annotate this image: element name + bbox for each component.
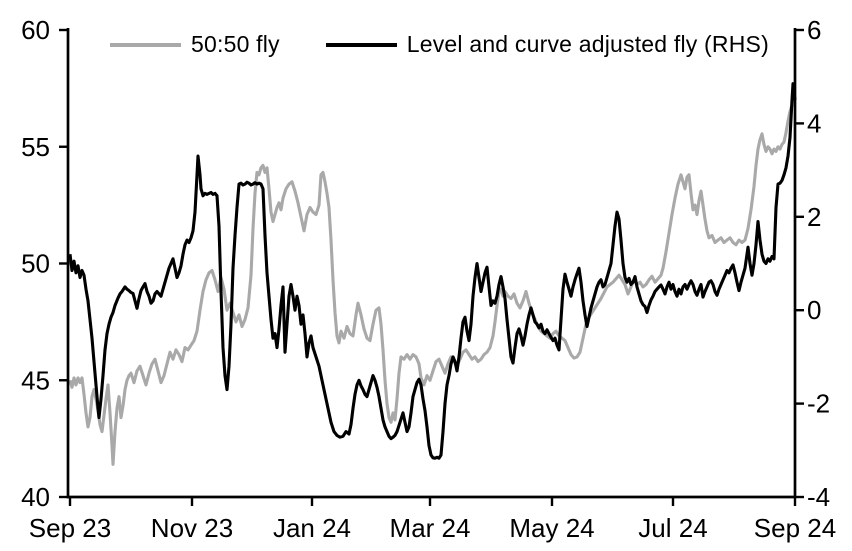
legend: 50:50 fly Level and curve adjusted fly (…: [110, 31, 769, 58]
left-axis-tick-label-55: 55: [21, 132, 50, 162]
series-line-level-and-curve-adjusted-fly: [68, 82, 797, 460]
right-axis-tick-label-6: 6: [807, 15, 821, 45]
legend-label-50-50-fly: 50:50 fly: [191, 31, 280, 57]
black-line-swatch: [325, 42, 397, 47]
x-axis-tick-label-5: Jul 24: [638, 513, 707, 543]
left-axis-tick-label-60: 60: [21, 15, 50, 45]
x-axis-tick-label-0: Sep 23: [29, 513, 111, 543]
series-line-50-50-fly: [68, 104, 794, 466]
x-axis-tick-label-1: Nov 23: [151, 513, 233, 543]
left-axis-tick-label-40: 40: [21, 482, 50, 512]
x-axis-tick-label-6: Sep 24: [754, 513, 836, 543]
gray-line-swatch: [110, 42, 181, 47]
right-axis-tick-label--2: -2: [807, 389, 830, 419]
legend-item-50-50-fly: 50:50 fly: [110, 31, 280, 58]
x-axis-tick-label-3: Mar 24: [390, 513, 471, 543]
x-axis-tick-label-2: Jan 24: [273, 513, 351, 543]
right-axis-tick-label-2: 2: [807, 202, 821, 232]
right-axis-tick-label-0: 0: [807, 295, 821, 325]
left-axis-tick-label-45: 45: [21, 365, 50, 395]
right-axis-tick-label-4: 4: [807, 108, 821, 138]
legend-label-adjusted-fly: Level and curve adjusted fly (RHS): [406, 31, 769, 57]
right-axis-tick-label--4: -4: [807, 482, 830, 512]
legend-item-adjusted-fly: Level and curve adjusted fly (RHS): [325, 31, 769, 58]
left-axis-tick-label-50: 50: [21, 249, 50, 279]
x-axis-tick-label-4: May 24: [509, 513, 594, 543]
